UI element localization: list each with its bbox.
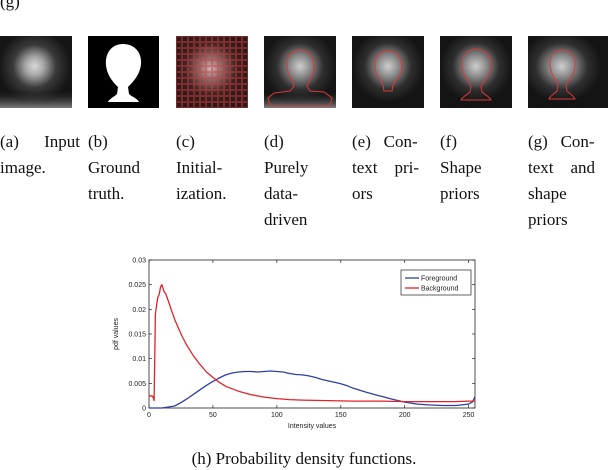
x-tick-label: 100	[271, 412, 283, 419]
x-axis-label: Intensity values	[288, 423, 337, 430]
x-tick-label: 200	[399, 412, 411, 419]
series-line-background	[148, 284, 475, 403]
caption-c-line-3: ization.	[176, 184, 227, 203]
x-tick-label: 50	[209, 412, 217, 419]
y-tick-label: 0.03	[132, 258, 146, 265]
caption-c-line-1: (c)	[176, 132, 195, 151]
y-tick-label: 0.01	[132, 356, 146, 363]
caption-g-line-2: text and	[528, 158, 596, 177]
y-axis-label: pdf values	[113, 318, 120, 350]
x-tick-label: 150	[335, 412, 347, 419]
caption-b-line-2: Ground	[88, 158, 140, 177]
y-tick-label: 0.025	[128, 282, 146, 289]
legend-box	[400, 269, 472, 296]
caption-e: (e) Con- text pri- ors	[352, 129, 434, 207]
caption-b-line-3: truth.	[88, 184, 125, 203]
caption-d-line-1: (d)	[264, 132, 284, 151]
context-shape-priors-result-thumbnail	[528, 36, 608, 108]
top-caption-fragment: (g)	[0, 0, 20, 11]
shape-priors-result-thumbnail	[440, 36, 512, 108]
data-driven-result-thumbnail	[264, 36, 336, 108]
caption-b: (b) Ground truth.	[88, 129, 158, 207]
ground-truth-thumbnail	[88, 36, 159, 108]
y-tick-label: 0.02	[132, 307, 146, 314]
caption-d-line-4: driven	[264, 210, 308, 229]
caption-g: (g) Con- text and shape priors	[528, 129, 608, 233]
initialization-thumbnail	[176, 36, 248, 108]
y-tick-label: 0	[142, 406, 146, 413]
caption-g-line-4: priors	[528, 210, 568, 229]
x-tick-label: 250	[463, 412, 475, 419]
caption-c-line-2: Initial-	[176, 158, 223, 177]
caption-h: (h) Probability density functions.	[191, 449, 417, 468]
input-image-thumbnail	[0, 36, 72, 108]
caption-d-line-2: Purely	[264, 158, 309, 177]
caption-f-line-1: (f)	[440, 132, 457, 151]
caption-c: (c) Initial- ization.	[176, 129, 248, 207]
caption-b-line-1: (b)	[88, 132, 108, 151]
caption-e-line-2: text pri-	[352, 158, 420, 177]
y-tick-label: 0.015	[128, 332, 146, 339]
caption-f: (f) Shape priors	[440, 129, 500, 207]
caption-a-line-2: image.	[0, 158, 46, 177]
caption-d: (d) Purely data- driven	[264, 129, 336, 233]
caption-g-line-1: (g) Con-	[528, 132, 595, 151]
y-tick-label: 0.005	[128, 381, 146, 388]
pdf-chart: 0 50 100 150 200 250 0 0.005 0.01 0.015 0.02 0.025 0…	[113, 258, 476, 430]
context-priors-result-thumbnail	[352, 36, 424, 108]
legend-label-background: Background	[421, 286, 458, 293]
caption-f-line-2: Shape	[440, 158, 482, 177]
x-tick-label: 0	[147, 412, 151, 419]
caption-f-line-3: priors	[440, 184, 480, 203]
caption-a: (a) Input image.	[0, 129, 80, 181]
caption-d-line-3: data-	[264, 184, 298, 203]
caption-e-line-1: (e) Con-	[352, 132, 418, 151]
caption-e-line-3: ors	[352, 184, 373, 203]
caption-g-line-3: shape	[528, 184, 567, 203]
caption-a-line-1: (a) Input	[0, 132, 80, 151]
legend-label-foreground: Foreground	[421, 276, 457, 283]
